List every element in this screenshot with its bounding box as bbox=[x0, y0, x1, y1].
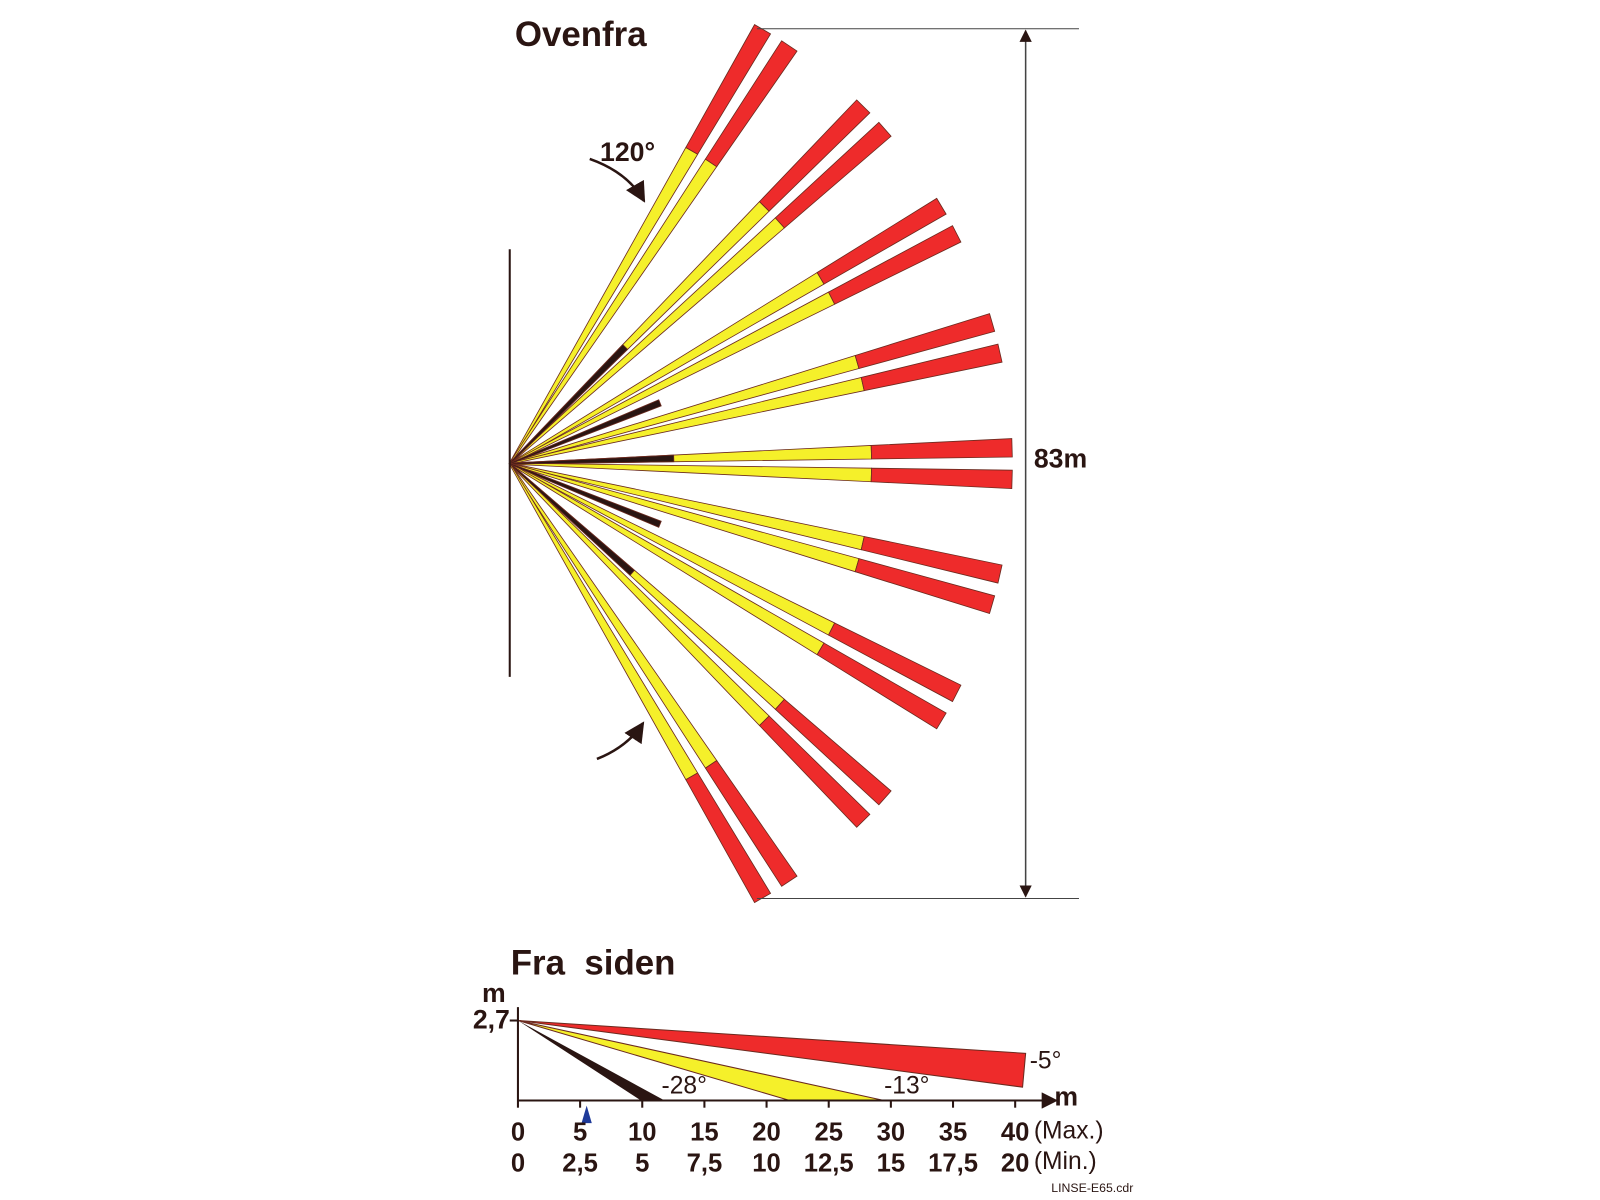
max-tick-label: 10 bbox=[628, 1119, 657, 1147]
width-label: 83m bbox=[1034, 444, 1087, 474]
beam-far bbox=[704, 40, 798, 168]
beam-far bbox=[870, 438, 1013, 460]
beam-label: -28° bbox=[662, 1072, 707, 1099]
beam-far bbox=[854, 558, 996, 615]
beam-far bbox=[827, 622, 962, 703]
beam-far bbox=[816, 642, 947, 730]
top-view-beams bbox=[508, 24, 1013, 904]
max-tick-label: 5 bbox=[573, 1119, 587, 1147]
max-tick-label: 30 bbox=[877, 1119, 906, 1147]
min-tick-label: 10 bbox=[752, 1149, 781, 1177]
beam-far bbox=[758, 99, 871, 212]
beam-far bbox=[870, 467, 1013, 490]
beam-far bbox=[774, 121, 892, 229]
y-unit: m bbox=[482, 978, 506, 1008]
height-label: 2,7 bbox=[473, 1005, 510, 1035]
side-beam-far bbox=[517, 1020, 1027, 1088]
beam-far bbox=[685, 772, 772, 904]
min-tick-label: 0 bbox=[511, 1149, 525, 1177]
max-caption: (Max.) bbox=[1034, 1117, 1104, 1144]
min-tick-label: 7,5 bbox=[687, 1149, 723, 1177]
max-tick-label: 20 bbox=[752, 1119, 781, 1147]
beam-far bbox=[860, 343, 1003, 392]
beam-far bbox=[854, 313, 996, 370]
side-title: Fra siden bbox=[511, 943, 676, 982]
rotation-arrow bbox=[596, 721, 645, 761]
rotation-arrow bbox=[589, 157, 646, 203]
min-tick-label: 12,5 bbox=[804, 1149, 854, 1177]
x-unit: m bbox=[1054, 1082, 1078, 1112]
min-tick-label: 20 bbox=[1001, 1149, 1030, 1177]
angle-label: 120° bbox=[600, 137, 655, 167]
max-tick-label: 0 bbox=[511, 1119, 525, 1147]
min-tick-label: 5 bbox=[635, 1149, 649, 1177]
beam-far bbox=[816, 197, 947, 285]
beam-far bbox=[704, 759, 798, 887]
min-caption: (Min.) bbox=[1034, 1148, 1097, 1175]
beam-label: -5° bbox=[1030, 1048, 1062, 1075]
max-tick-label: 25 bbox=[814, 1119, 843, 1147]
top-title: Ovenfra bbox=[515, 15, 647, 54]
max-tick-label: 15 bbox=[690, 1119, 719, 1147]
max-tick-label: 40 bbox=[1001, 1119, 1030, 1147]
beam-label: -13° bbox=[884, 1072, 929, 1099]
side-beam-near bbox=[517, 1020, 665, 1101]
beam-far bbox=[685, 24, 772, 155]
beam-far bbox=[860, 536, 1003, 584]
x-ticks: 0 5 10 15 20 25 30 35 400 2,5 5 7,5 10 12,5 15 17,5 20 bbox=[511, 1100, 1030, 1177]
beam-far bbox=[827, 225, 962, 305]
beam-far bbox=[758, 715, 871, 828]
min-tick-label: 15 bbox=[877, 1149, 906, 1177]
min-tick-label: 17,5 bbox=[928, 1149, 978, 1177]
max-tick-label: 35 bbox=[939, 1119, 968, 1147]
min-tick-label: 2,5 bbox=[562, 1149, 598, 1177]
marker bbox=[581, 1105, 592, 1124]
beam-far bbox=[774, 698, 892, 806]
footer: LINSE-E65.cdr bbox=[1051, 1181, 1133, 1195]
